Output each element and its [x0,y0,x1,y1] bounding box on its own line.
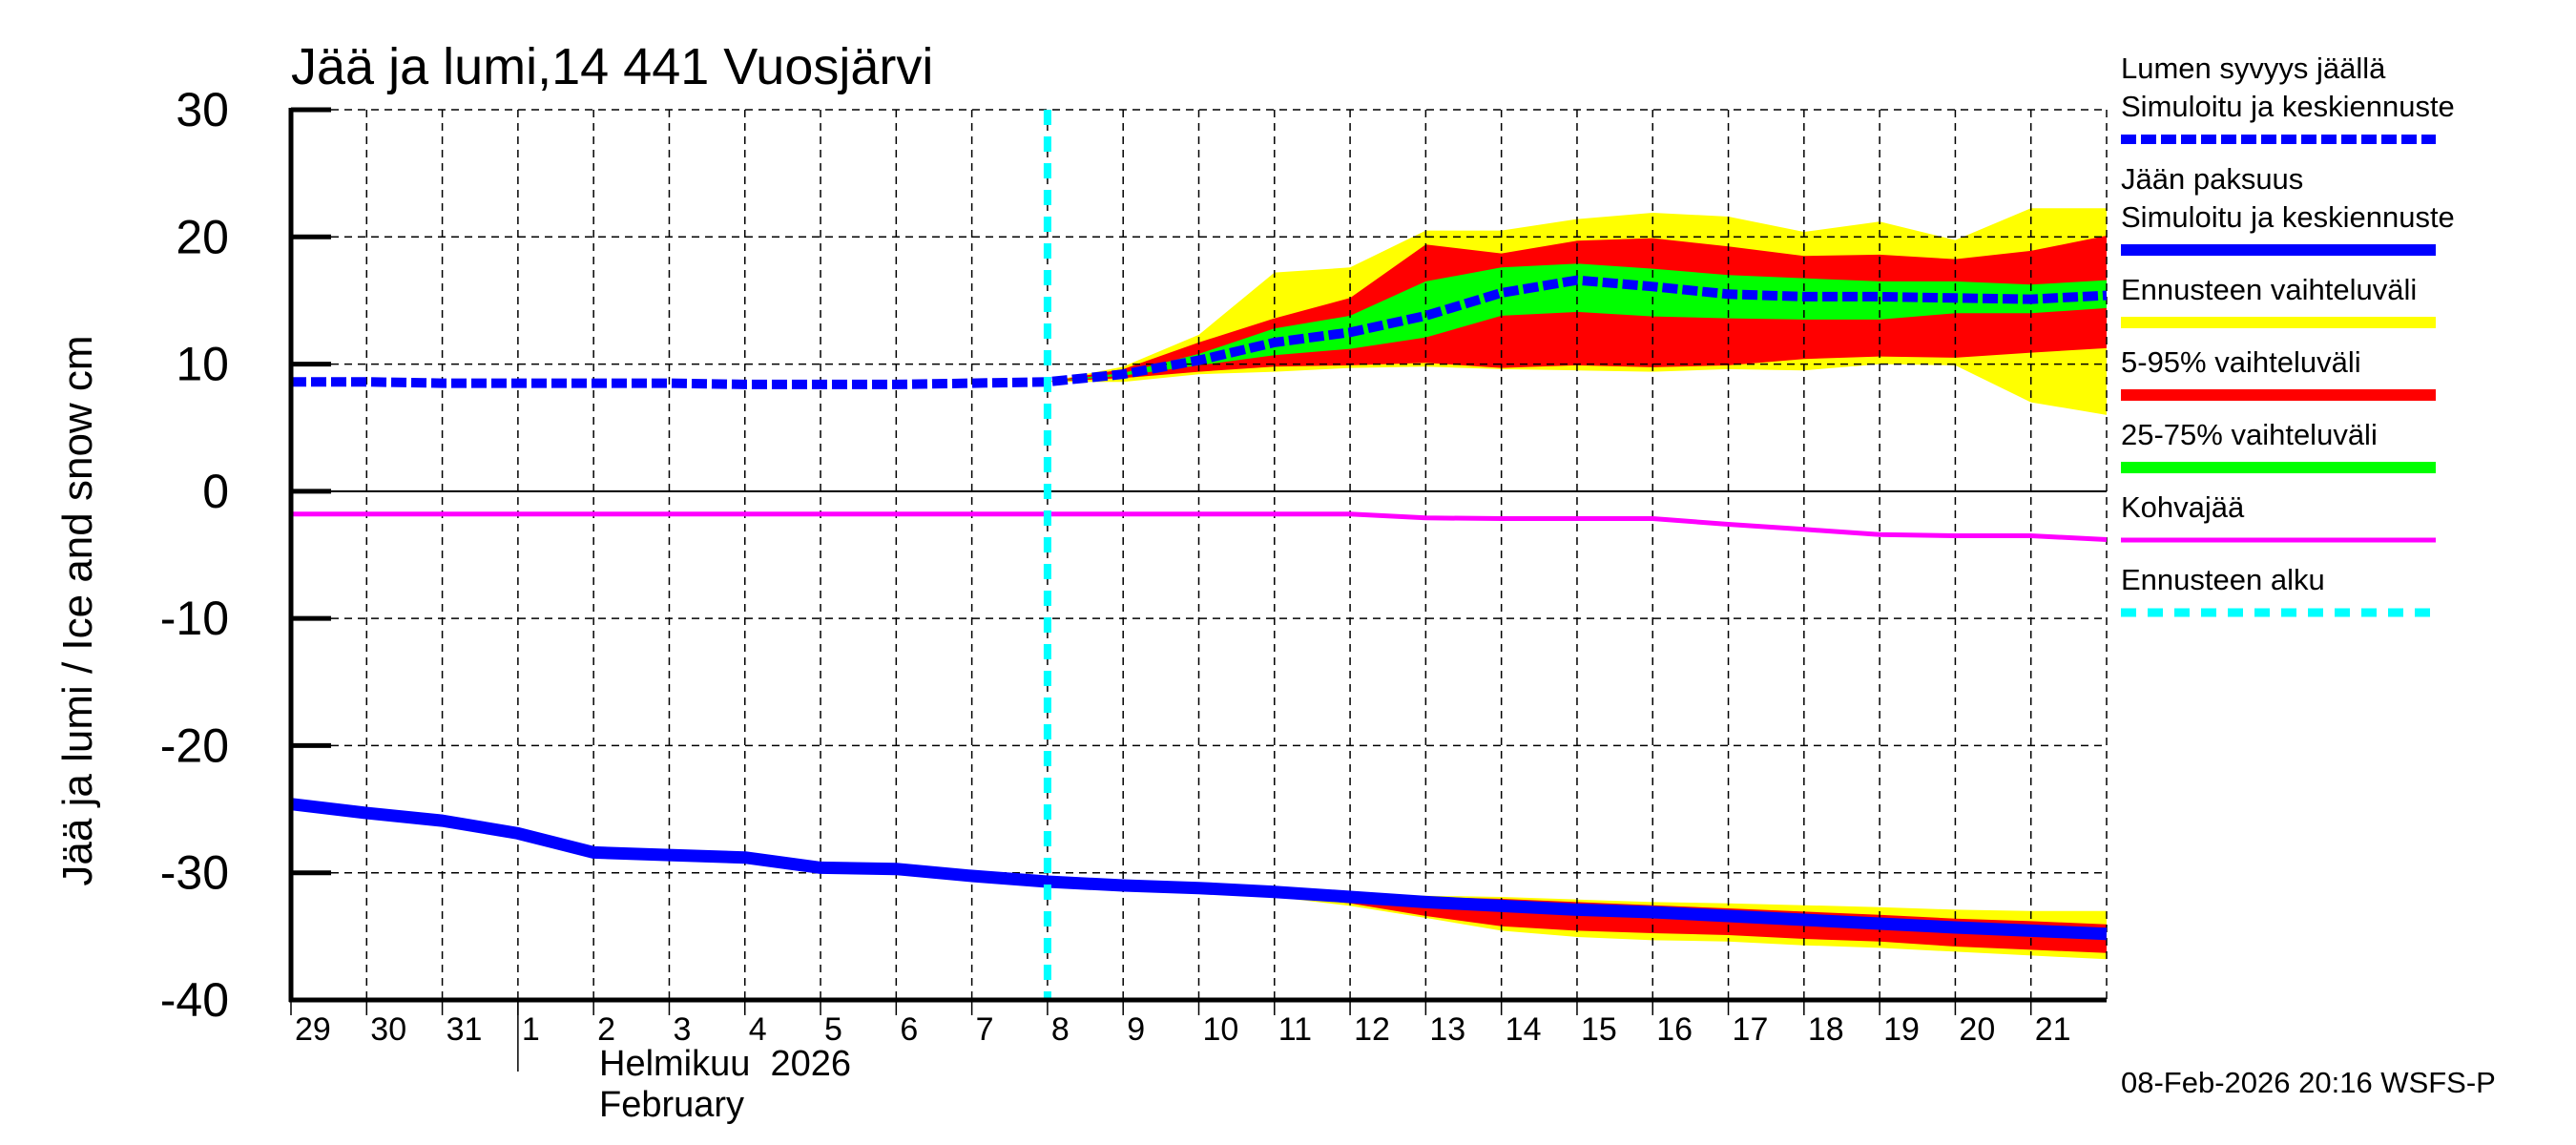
kohvajaa-line [291,511,2108,542]
chart-title: Jää ja lumi,14 441 Vuosjärvi [291,38,933,95]
x-tick-label: 31 [447,1011,483,1048]
x-tick-label: 15 [1581,1011,1617,1048]
x-tick-label: 20 [1959,1011,1995,1048]
x-tick-label: 2 [597,1011,615,1048]
x-tick-label: 6 [900,1011,918,1048]
x-tick-label: 12 [1354,1011,1390,1048]
x-tick-label: 4 [749,1011,767,1048]
x-tick-label: 8 [1051,1011,1070,1048]
legend-sublabel: Simuloitu ja keskiennuste [2121,90,2455,123]
x-tick-label: 13 [1429,1011,1465,1048]
legend-label: 5-95% vaihteluväli [2121,345,2361,379]
x-tick-label: 11 [1278,1011,1312,1048]
y-axis-label: Jää ja lumi / Ice and snow cm [54,335,101,885]
y-tick-label: 10 [176,338,229,391]
legend-label: Ennusteen vaihteluväli [2121,273,2417,306]
legend-label: 25-75% vaihteluväli [2121,418,2378,451]
x-tick-label: 5 [824,1011,842,1048]
x-tick-label: 19 [1883,1011,1920,1048]
y-tick-label: 20 [176,210,229,263]
legend-item: Ennusteen alku [2121,563,2436,617]
legend-item: Jään paksuus Simuloitu ja keskiennuste [2121,162,2455,256]
ice-thickness-line [290,798,2108,941]
legend-label: Lumen syvyys jäällä [2121,52,2386,85]
legend-item: Ennusteen vaihteluväli [2121,273,2436,328]
month-label-en: February [599,1085,744,1125]
legend-label: Jään paksuus [2121,162,2303,196]
snow-depth-line [291,275,2108,389]
x-tick-label: 10 [1203,1011,1239,1048]
legend-item: 5-95% vaihteluväli [2121,345,2436,401]
x-tick-label: 3 [673,1011,691,1048]
x-tick-label: 7 [976,1011,994,1048]
legend: Lumen syvyys jäällä Simuloitu ja keskienn… [2121,52,2455,617]
x-tick-label: 21 [2035,1011,2071,1048]
y-tick-label: -20 [160,718,229,772]
y-tick-label: -40 [160,973,229,1027]
data-series [290,110,2108,1000]
legend-label: Ennusteen alku [2121,563,2325,596]
legend-item: Kohvajää [2121,490,2436,543]
x-tick-label: 18 [1808,1011,1844,1048]
legend-item: Lumen syvyys jäällä Simuloitu ja keskienn… [2121,52,2455,144]
snow-25-75-band [1047,263,2107,383]
legend-item: 25-75% vaihteluväli [2121,418,2436,473]
x-tick-label: 9 [1127,1011,1145,1048]
x-tick-label: 14 [1506,1011,1542,1048]
y-tick-label: -10 [160,592,229,645]
y-tick-label: -30 [160,846,229,900]
x-tick-label: 29 [295,1011,331,1048]
timestamp: 08-Feb-2026 20:16 WSFS-P [2121,1066,2496,1099]
y-tick-label: 0 [202,465,229,518]
x-tick-label: 16 [1656,1011,1693,1048]
legend-sublabel: Simuloitu ja keskiennuste [2121,200,2455,234]
x-tick-label: 30 [370,1011,406,1048]
grid-lines [291,109,2108,1001]
x-tick-label: 17 [1733,1011,1769,1048]
x-tick-label: 1 [522,1011,540,1048]
y-tick-label: 30 [176,83,229,136]
legend-label: Kohvajää [2121,490,2245,524]
month-label-fi: Helmikuu 2026 [599,1044,851,1084]
